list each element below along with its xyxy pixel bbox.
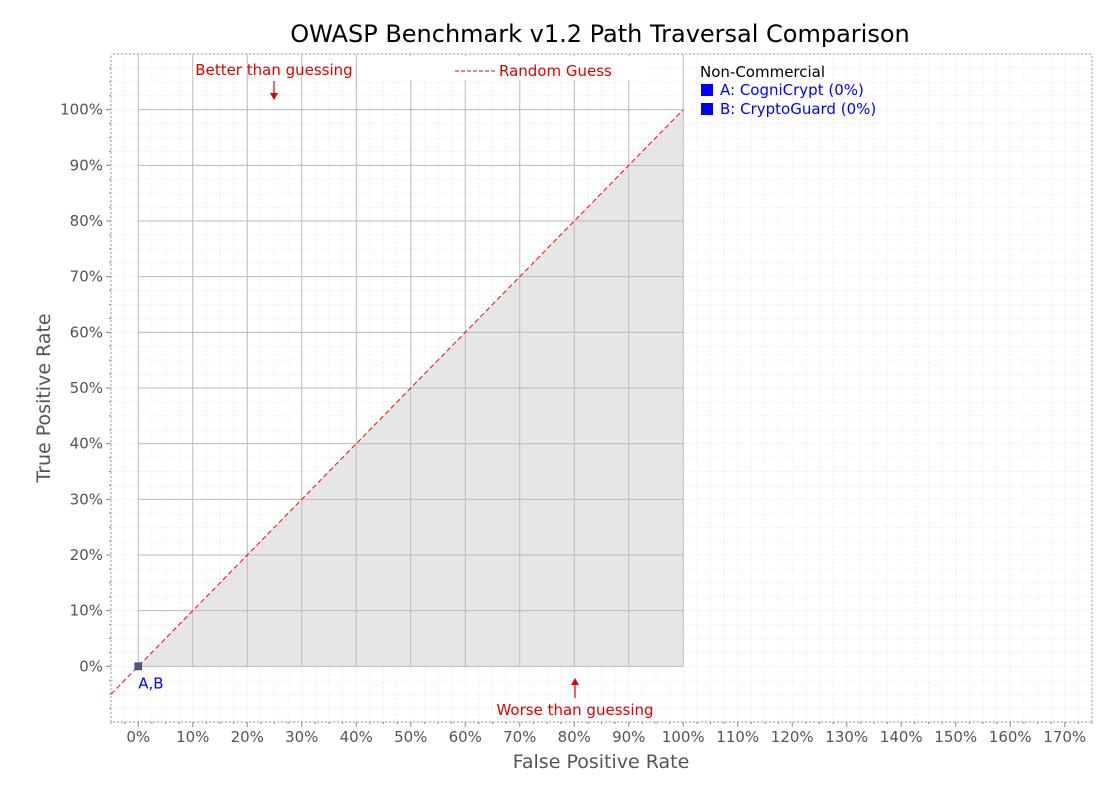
y-tick-label: 100% xyxy=(60,101,103,119)
x-tick-label: 60% xyxy=(449,728,482,746)
better-arrow-icon xyxy=(270,81,278,100)
x-tick-label: 160% xyxy=(989,728,1032,746)
y-tick-label: 70% xyxy=(70,268,103,286)
y-tick-label: 20% xyxy=(70,546,103,564)
legend-heading: Non-Commercial xyxy=(700,63,825,81)
y-tick-label: 30% xyxy=(70,490,103,508)
y-tick-label: 10% xyxy=(70,602,103,620)
y-tick-label: 50% xyxy=(70,379,103,397)
x-tick-label: 120% xyxy=(771,728,814,746)
x-tick-label: 150% xyxy=(934,728,977,746)
random-guess-legend-bg xyxy=(358,56,648,80)
x-tick-label: 140% xyxy=(880,728,923,746)
data-points: A,B xyxy=(134,662,164,692)
x-tick-label: 10% xyxy=(176,728,209,746)
x-tick-label: 20% xyxy=(231,728,264,746)
y-tick-label: 40% xyxy=(70,435,103,453)
random-guess-line xyxy=(110,109,684,695)
x-axis-ticks: 0% 10% 20% 30% 40% 50% 60% 70% 80% 90% 100% 110% 120… xyxy=(110,722,1093,746)
y-tick-label: 60% xyxy=(70,323,103,341)
x-tick-label: 30% xyxy=(285,728,318,746)
x-tick-label: 100% xyxy=(662,728,705,746)
legend-marker-a xyxy=(701,84,713,96)
x-tick-label: 0% xyxy=(126,728,150,746)
y-axis-label: True Positive Rate xyxy=(33,313,55,483)
data-point-b xyxy=(134,662,142,671)
major-grid xyxy=(137,54,684,667)
x-tick-label: 40% xyxy=(340,728,373,746)
x-axis-label: False Positive Rate xyxy=(513,751,690,773)
chart-title: OWASP Benchmark v1.2 Path Traversal Comp… xyxy=(290,20,910,48)
x-tick-label: 70% xyxy=(503,728,536,746)
worse-than-guessing-label: Worse than guessing xyxy=(496,701,653,719)
x-tick-label: 170% xyxy=(1043,728,1086,746)
y-tick-label: 0% xyxy=(79,657,103,675)
x-tick-label: 110% xyxy=(716,728,759,746)
legend-item-a: A: CogniCrypt (0%) xyxy=(720,81,864,99)
worse-arrow-icon xyxy=(571,678,579,698)
y-tick-label: 80% xyxy=(70,212,103,230)
x-tick-label: 90% xyxy=(612,728,645,746)
legend: Non-Commercial A: CogniCrypt (0%) B: Cry… xyxy=(700,63,876,118)
legend-item-b: B: CryptoGuard (0%) xyxy=(720,100,876,118)
x-tick-label: 50% xyxy=(394,728,427,746)
legend-marker-b xyxy=(701,103,713,115)
x-tick-label: 80% xyxy=(558,728,591,746)
x-tick-label: 130% xyxy=(825,728,868,746)
y-tick-label: 90% xyxy=(70,156,103,174)
random-guess-diagonal xyxy=(110,109,684,695)
better-than-guessing-label: Better than guessing xyxy=(195,61,352,79)
random-guess-legend-label: Random Guess xyxy=(499,62,612,80)
y-axis-ticks: 0% 10% 20% 30% 40% 50% 60% 70% 80% 90% 100% xyxy=(60,67,111,709)
data-point-label: A,B xyxy=(138,674,163,692)
